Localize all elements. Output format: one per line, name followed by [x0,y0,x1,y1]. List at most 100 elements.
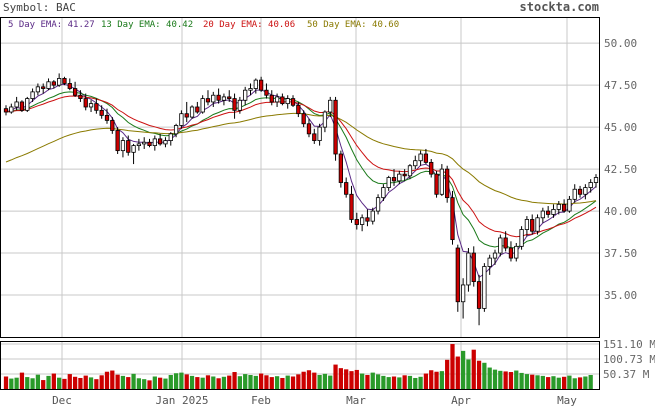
volume-bar [381,375,386,389]
volume-bar [211,376,216,389]
candle-body [344,182,349,195]
y-tick-label: 40.00 [604,205,637,218]
volume-bar [429,370,434,389]
volume-bar [317,375,322,389]
volume-bar [333,364,338,389]
candle [41,83,46,94]
candle-body [221,96,227,101]
volume-bar [131,373,136,389]
volume-bar [301,371,306,389]
candle-body [147,141,152,147]
volume-bar [556,377,561,389]
y-tick-label: 35.00 [604,289,637,302]
candle-body [41,86,46,89]
candle [173,123,179,138]
candle-body [285,98,290,105]
candle [546,206,551,218]
candle [519,226,524,250]
volume-bar [259,373,264,389]
candle [51,80,56,89]
candle-body [62,78,67,84]
candle-body [381,187,386,199]
candle [25,96,30,113]
candle [136,138,142,151]
candle-body [354,219,359,225]
volume-bar [402,375,407,389]
candle [296,101,301,118]
volume-bar [370,372,375,389]
volume-bar [455,356,460,389]
candle [253,78,258,94]
candle-body [487,257,492,267]
candle-body [514,245,519,259]
candle [386,175,391,191]
candle [200,95,205,114]
volume-bar [142,379,147,389]
candle [72,81,78,97]
volume-bar [572,378,577,389]
candle [147,138,152,148]
ema-line-50 [5,112,597,205]
volume-bar [328,375,333,389]
candle-body [391,177,397,182]
candle [285,95,290,109]
volume-bar [62,378,67,389]
candle [88,100,94,113]
volume-bar [115,374,120,389]
volume-bar [120,375,126,389]
candle-body [375,197,381,212]
candle [359,214,365,232]
candle [561,199,567,213]
volume-bar [195,377,200,389]
candle [402,169,407,181]
candle-body [466,252,471,286]
ema-legend: 5 Day EMA: 41.27 13 Day EMA: 40.42 20 Day … [8,20,399,30]
candle-body [51,81,56,86]
volume-bar [391,376,397,389]
candle [397,170,402,185]
volume-bar [41,380,46,389]
candle-body [567,198,572,212]
candle-body [492,252,498,259]
volume-bar [35,374,41,389]
volume-bar [189,375,195,389]
volume-bar [51,373,56,389]
volume-bar [78,377,83,389]
candle [328,96,333,118]
volume-bar [253,375,258,389]
candle-body [99,109,104,116]
volume-bar [354,369,359,389]
candle [530,214,535,235]
candle [476,274,482,326]
candle [57,73,62,87]
candle [94,98,99,114]
volume-bar [25,377,30,389]
volume-bar [83,375,88,389]
candle-body [460,284,466,303]
candle-body [540,210,545,219]
volume-bar [99,375,104,389]
candle [429,159,434,178]
candle-body [126,140,131,153]
ema-line-5 [5,83,597,279]
volume-bar [407,375,413,389]
candle [423,148,429,165]
candle [455,244,460,312]
volume-bar [173,373,179,389]
candle [274,93,280,107]
candle-body [439,168,444,195]
x-tick-label: May [557,394,577,406]
volume-bar [460,350,466,389]
volume-bar [104,371,110,389]
volume-bar [492,369,498,389]
candle [365,209,370,227]
volume-bar [227,375,232,389]
candle-body [189,106,195,118]
candle-body [530,219,535,232]
candle-body [572,188,577,200]
candle [407,164,413,180]
candle-body [274,96,280,103]
volume-bar [19,372,25,389]
candle-body [200,98,205,113]
price-panel [0,17,600,338]
